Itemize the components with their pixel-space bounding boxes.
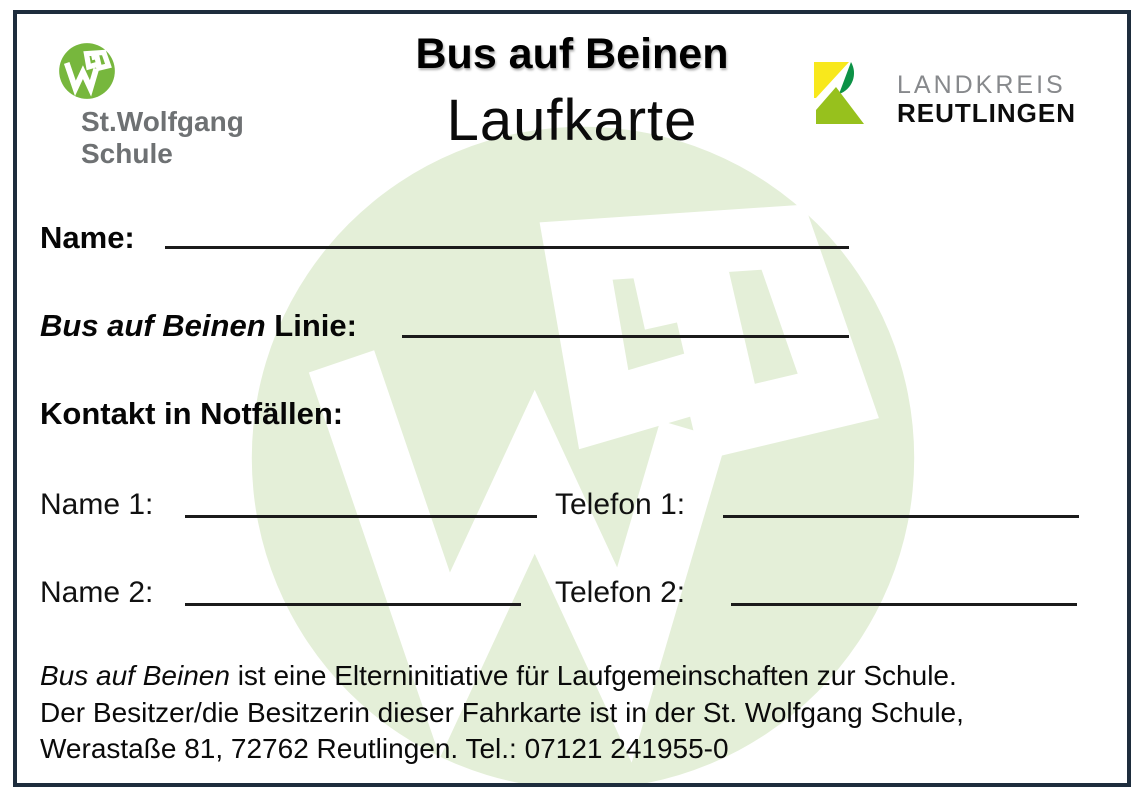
district-logo-text: LANDKREIS REUTLINGEN [897,72,1076,128]
name2-field-line [185,603,521,606]
school-name-line2: Schule [81,138,173,169]
linie-field-line [402,335,849,338]
laufkarte-card: St.Wolfgang Schule Bus auf Beinen Laufka… [13,10,1131,787]
linie-label-brand: Bus auf Beinen [40,308,266,343]
telefon2-field-label: Telefon 2: [555,576,686,609]
header-titles: Bus auf Beinen Laufkarte [17,30,1127,154]
telefon1-field-label: Telefon 1: [555,488,686,521]
district-logo-icon [814,62,864,124]
linie-field-label: Bus auf Beinen Linie: [40,308,357,344]
name1-field-label: Name 1: [40,488,154,521]
district-name-line2: REUTLINGEN [897,98,1076,128]
telefon1-field-line [723,515,1079,518]
school-name-line1: St.Wolfgang [81,106,244,137]
name1-field-line [185,515,537,518]
footer-line1: Bus auf Beinen ist eine Elterninitiative… [40,658,1110,695]
card-subtitle: Laufkarte [446,88,698,153]
footer-line3: Werastaße 81, 72762 Reutlingen. Tel.: 07… [40,733,729,764]
footer-line2: Der Besitzer/die Besitzerin dieser Fahrk… [40,696,964,728]
card-title: Bus auf Beinen [415,30,729,78]
emergency-contact-heading: Kontakt in Notfällen: [40,396,344,431]
school-logo-icon [59,43,115,99]
footer-text: Bus auf Beinen ist eine Elterninitiative… [40,658,1110,768]
name-field-label: Name: [40,220,135,255]
name2-field-label: Name 2: [40,576,154,609]
telefon2-field-line [731,603,1077,606]
school-name: St.Wolfgang Schule [81,106,244,170]
linie-label-rest: Linie: [265,308,357,343]
district-name-line1: LANDKREIS [897,71,1066,99]
footer-line1-brand: Bus auf Beinen [40,660,230,691]
footer-line1-rest: ist eine Elterninitiative für Laufgemein… [229,660,957,691]
name-field-line [165,246,849,249]
